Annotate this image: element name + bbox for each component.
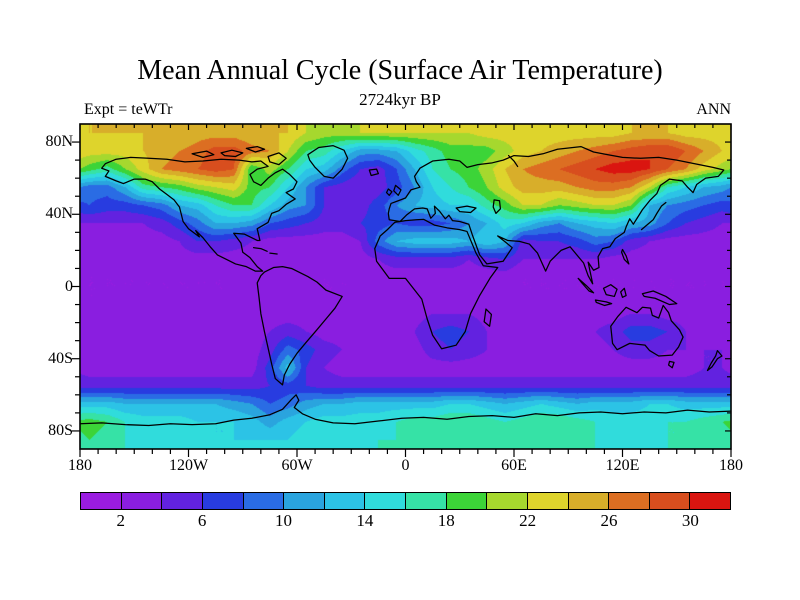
coastline-novaya-zemlya (507, 154, 519, 168)
colorbar-segment (648, 493, 690, 509)
lon-tick-label: 120E (605, 457, 640, 474)
colorbar-segment (445, 493, 487, 509)
coastline-caribbean (252, 247, 278, 255)
coastline-iceland (368, 168, 380, 177)
colorbar-tick-label: 10 (274, 511, 292, 530)
colorbar-segment (242, 493, 284, 509)
coastline-australia (610, 304, 684, 369)
coastline-north-america (101, 156, 298, 272)
coastline-new-zealand (706, 349, 723, 372)
season-label: ANN (696, 101, 731, 118)
colorbar-segment (201, 493, 243, 509)
colorbar-segment (120, 493, 162, 509)
colorbar-segment (323, 493, 365, 509)
colorbar-tick-label: 14 (356, 511, 374, 530)
colorbar-tick-label: 26 (600, 511, 618, 530)
colorbar-segment (608, 493, 649, 509)
colorbar-segment (689, 493, 730, 509)
figure-title: Mean Annual Cycle (Surface Air Temperatu… (137, 55, 663, 86)
coastline-south-america (256, 266, 343, 386)
colorbar-segment (405, 493, 446, 509)
lon-tick-label: 60E (501, 457, 527, 474)
coastline-britain (385, 184, 402, 196)
colorbar-tick-label: 2 (116, 511, 125, 530)
coastline-black-sea (455, 205, 477, 214)
lon-tick-label: 60W (281, 457, 313, 474)
colorbar-segment (567, 493, 609, 509)
colorbar-segment (81, 493, 121, 509)
lat-tick-label: 40N (45, 205, 73, 223)
coastline-madagascar (483, 308, 493, 327)
coastlines-overlay (80, 145, 731, 427)
coastline-philippines (620, 248, 630, 265)
colorbar-tick-label: 18 (437, 511, 455, 530)
coastline-caspian-sea (492, 199, 502, 215)
lat-tick-label: 80S (48, 421, 73, 439)
coastline-antarctica (80, 394, 731, 427)
coastline-eurasia (387, 145, 725, 285)
lat-tick-label: 40S (48, 349, 73, 367)
lon-tick-label: 0 (401, 457, 410, 474)
colorbar-tick-label: 22 (519, 511, 537, 530)
colorbar-tick-label: 30 (681, 511, 699, 530)
map-panel (80, 124, 731, 449)
coastline-greenland (307, 145, 349, 179)
lon-tick-label: 180 (68, 457, 92, 474)
lon-tick-label: 180 (719, 457, 743, 474)
colorbar-segment (364, 493, 405, 509)
coastline-arctic-islands (191, 145, 287, 166)
colorbar-tick-label: 6 (197, 511, 207, 530)
lat-tick-label: 80N (45, 133, 73, 151)
colorbar (80, 492, 731, 510)
lat-tick-label: 0 (65, 277, 73, 295)
lon-tick-label: 120W (168, 457, 209, 474)
figure-subtitle: 2724kyr BP (359, 90, 441, 109)
colorbar-segment (161, 493, 202, 509)
colorbar-labels: 2 6 10 14 18 22 26 30 (80, 511, 731, 533)
coastline-africa (374, 218, 499, 350)
experiment-label: Expt = teWTr (84, 101, 173, 118)
colorbar-segment (486, 493, 527, 509)
colorbar-segment (283, 493, 324, 509)
colorbar-segment (526, 493, 568, 509)
